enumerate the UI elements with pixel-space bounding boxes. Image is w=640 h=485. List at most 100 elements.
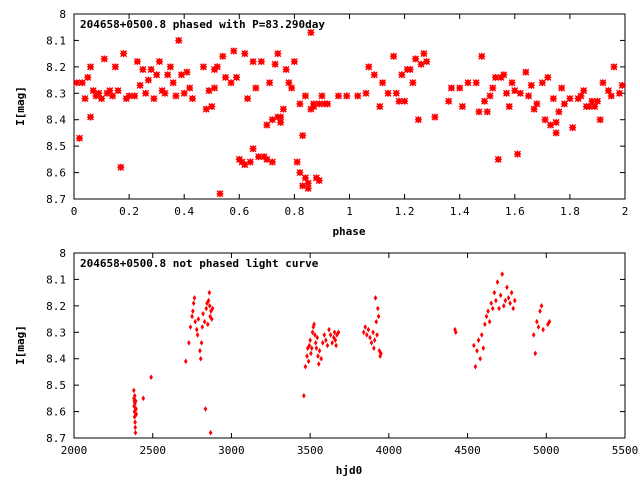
data-point <box>544 73 552 81</box>
x-tick-label: 4500 <box>454 444 481 457</box>
y-tick-label: 8.7 <box>46 432 66 445</box>
plot-frame <box>73 13 626 200</box>
data-point <box>371 329 375 336</box>
x-tick-labels: 0 0.2 0.4 0.6 0.8 1 1.2 1.4 1.6 1.8 2 <box>71 205 629 218</box>
data-point <box>487 318 492 325</box>
data-point <box>200 324 205 330</box>
y-tick-label: 8.5 <box>46 140 66 153</box>
data-point <box>330 340 334 346</box>
data-point <box>335 332 339 338</box>
data-point <box>555 108 563 116</box>
data-point <box>199 63 207 71</box>
x-tick-label: 3500 <box>297 444 324 457</box>
data-points <box>73 29 626 198</box>
data-point <box>125 92 133 100</box>
data-point <box>313 340 318 346</box>
plot-frame <box>73 252 626 439</box>
data-point <box>191 300 196 307</box>
data-point <box>409 79 417 87</box>
data-point <box>288 84 296 92</box>
data-point <box>478 52 486 60</box>
y-tick-label: 8.3 <box>46 326 66 339</box>
x-tick-label: 3000 <box>218 444 245 457</box>
data-point <box>100 55 108 63</box>
data-point <box>309 350 313 357</box>
data-point <box>332 329 337 336</box>
data-point <box>81 95 89 103</box>
data-point <box>327 326 331 333</box>
data-point <box>324 337 328 344</box>
data-point <box>500 71 508 79</box>
data-point <box>196 316 201 322</box>
x-tick-labels: 2000 2500 3000 3500 4000 4500 5000 5500 <box>61 444 639 457</box>
data-point <box>479 332 484 338</box>
data-point <box>498 292 503 299</box>
data-point <box>315 100 323 108</box>
data-point <box>379 79 387 87</box>
data-point <box>244 95 252 103</box>
data-point <box>310 329 315 336</box>
data-point <box>149 374 153 381</box>
data-point <box>303 363 308 370</box>
data-point <box>417 60 425 68</box>
data-point <box>89 87 97 95</box>
data-point <box>166 63 174 71</box>
data-point <box>362 89 370 97</box>
data-point <box>131 92 139 100</box>
data-point <box>210 305 215 312</box>
data-point <box>453 326 457 333</box>
data-point <box>508 79 516 87</box>
data-point <box>202 318 207 325</box>
data-point <box>301 174 309 182</box>
y-tick-label: 8 <box>59 247 66 260</box>
data-point <box>525 92 533 100</box>
data-point <box>472 79 480 87</box>
data-point <box>511 87 519 95</box>
data-point <box>315 177 323 184</box>
data-point <box>336 329 341 336</box>
data-point <box>216 190 224 198</box>
y-tick-label: 8 <box>59 8 66 21</box>
data-point <box>249 145 257 153</box>
y-tick-label: 8.1 <box>46 34 66 47</box>
data-point <box>192 295 197 301</box>
data-point <box>473 363 478 370</box>
data-point <box>361 329 366 336</box>
data-point <box>186 84 194 92</box>
data-point <box>591 103 599 110</box>
data-point <box>508 300 512 307</box>
data-point <box>317 361 321 367</box>
x-tick-label: 0.6 <box>229 205 249 218</box>
data-point <box>596 116 604 124</box>
data-point <box>475 108 483 116</box>
data-point <box>161 89 169 97</box>
y-axis-label: I[mag] <box>14 86 27 126</box>
data-point <box>78 79 86 87</box>
data-point <box>222 73 230 81</box>
data-point <box>458 103 466 110</box>
data-point <box>293 158 301 166</box>
data-point <box>290 58 298 66</box>
data-point <box>136 81 144 89</box>
data-point <box>205 87 213 95</box>
data-point <box>296 169 304 177</box>
data-point <box>318 92 326 100</box>
data-point <box>207 289 212 296</box>
data-point <box>120 50 128 58</box>
y-tick-label: 8.6 <box>46 406 66 419</box>
data-point <box>132 387 136 394</box>
x-tick-label: 5000 <box>533 444 560 457</box>
data-point <box>538 79 546 87</box>
x-tick-label: 1.8 <box>560 205 580 218</box>
data-point <box>374 318 379 325</box>
data-point <box>198 347 202 354</box>
data-point <box>514 150 522 158</box>
data-point <box>406 66 414 73</box>
data-point <box>420 50 428 58</box>
x-tick-label: 2000 <box>61 444 88 457</box>
data-point <box>133 429 138 436</box>
data-point <box>372 337 377 344</box>
data-point <box>476 337 481 344</box>
data-point <box>206 321 210 328</box>
data-point <box>615 89 623 97</box>
